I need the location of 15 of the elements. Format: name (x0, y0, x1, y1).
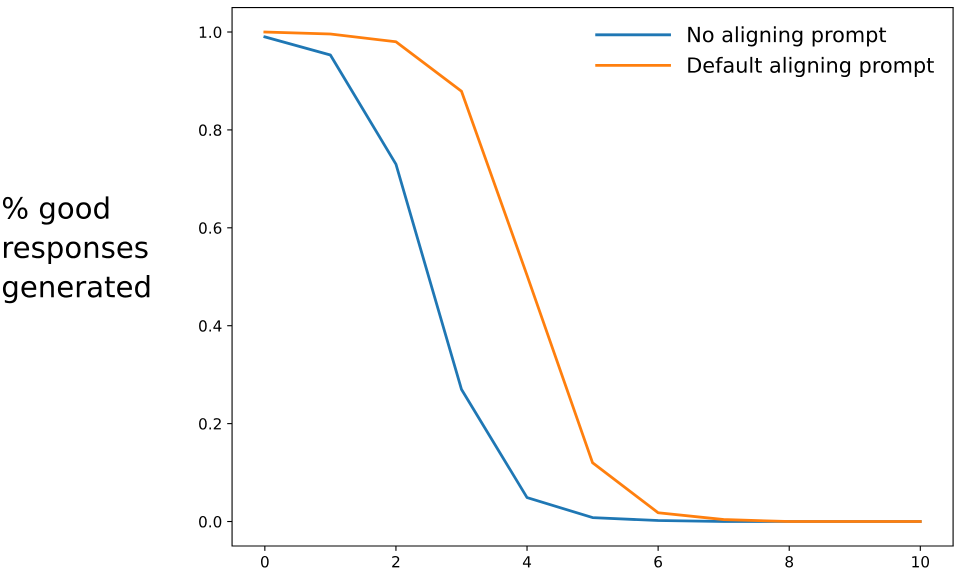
y-tick-label: 0.0 (199, 516, 222, 528)
x-tick-label: 4 (522, 556, 532, 568)
x-tick-label: 0 (260, 556, 269, 568)
legend-label: Default aligning prompt (688, 56, 934, 78)
x-tick-label: 8 (785, 556, 794, 568)
legend-label: No aligning prompt (688, 26, 886, 46)
x-tick-label: 10 (912, 556, 930, 568)
x-tick-label: 2 (392, 556, 400, 568)
y-tick-label: 0.6 (199, 222, 222, 234)
y-tick-label: 0.8 (199, 124, 222, 136)
y-tick-label: 0.2 (199, 418, 221, 430)
x-tick-label: 6 (654, 556, 662, 568)
y-tick-label: 0.4 (199, 320, 222, 332)
y-axis-title: % good responses generated (2, 196, 150, 304)
y-tick-label: 1.0 (200, 26, 222, 38)
